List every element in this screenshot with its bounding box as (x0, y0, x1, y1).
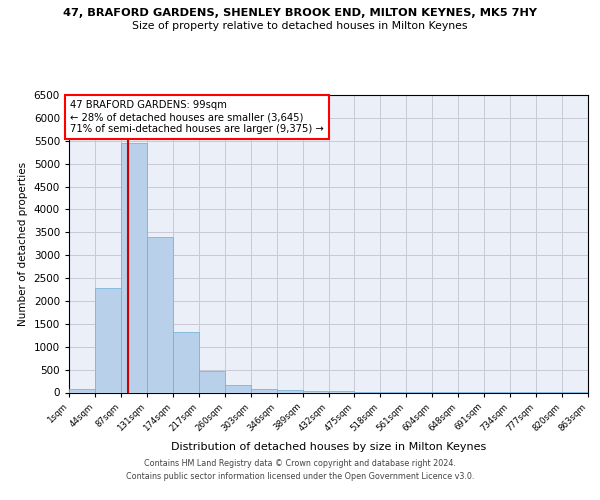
Bar (224, 385, 251, 392)
Text: Size of property relative to detached houses in Milton Keynes: Size of property relative to detached ho… (132, 21, 468, 31)
Bar (95, 288, 121, 393)
Bar (173, 332, 199, 392)
Y-axis label: Number of detached properties: Number of detached properties (18, 162, 28, 326)
Bar (329, 391, 355, 392)
Text: Distribution of detached houses by size in Milton Keynes: Distribution of detached houses by size … (171, 442, 487, 452)
Bar (147, 237, 173, 392)
Bar (69, 389, 95, 392)
Text: 47 BRAFORD GARDENS: 99sqm
← 28% of detached houses are smaller (3,645)
71% of se: 47 BRAFORD GARDENS: 99sqm ← 28% of detac… (70, 100, 324, 134)
Bar (199, 370, 224, 392)
Bar (302, 390, 329, 392)
Bar (277, 390, 302, 392)
Bar (251, 389, 277, 392)
Text: Contains HM Land Registry data © Crown copyright and database right 2024.
Contai: Contains HM Land Registry data © Crown c… (126, 460, 474, 481)
Text: 47, BRAFORD GARDENS, SHENLEY BROOK END, MILTON KEYNES, MK5 7HY: 47, BRAFORD GARDENS, SHENLEY BROOK END, … (63, 8, 537, 18)
Bar (121, 143, 147, 392)
